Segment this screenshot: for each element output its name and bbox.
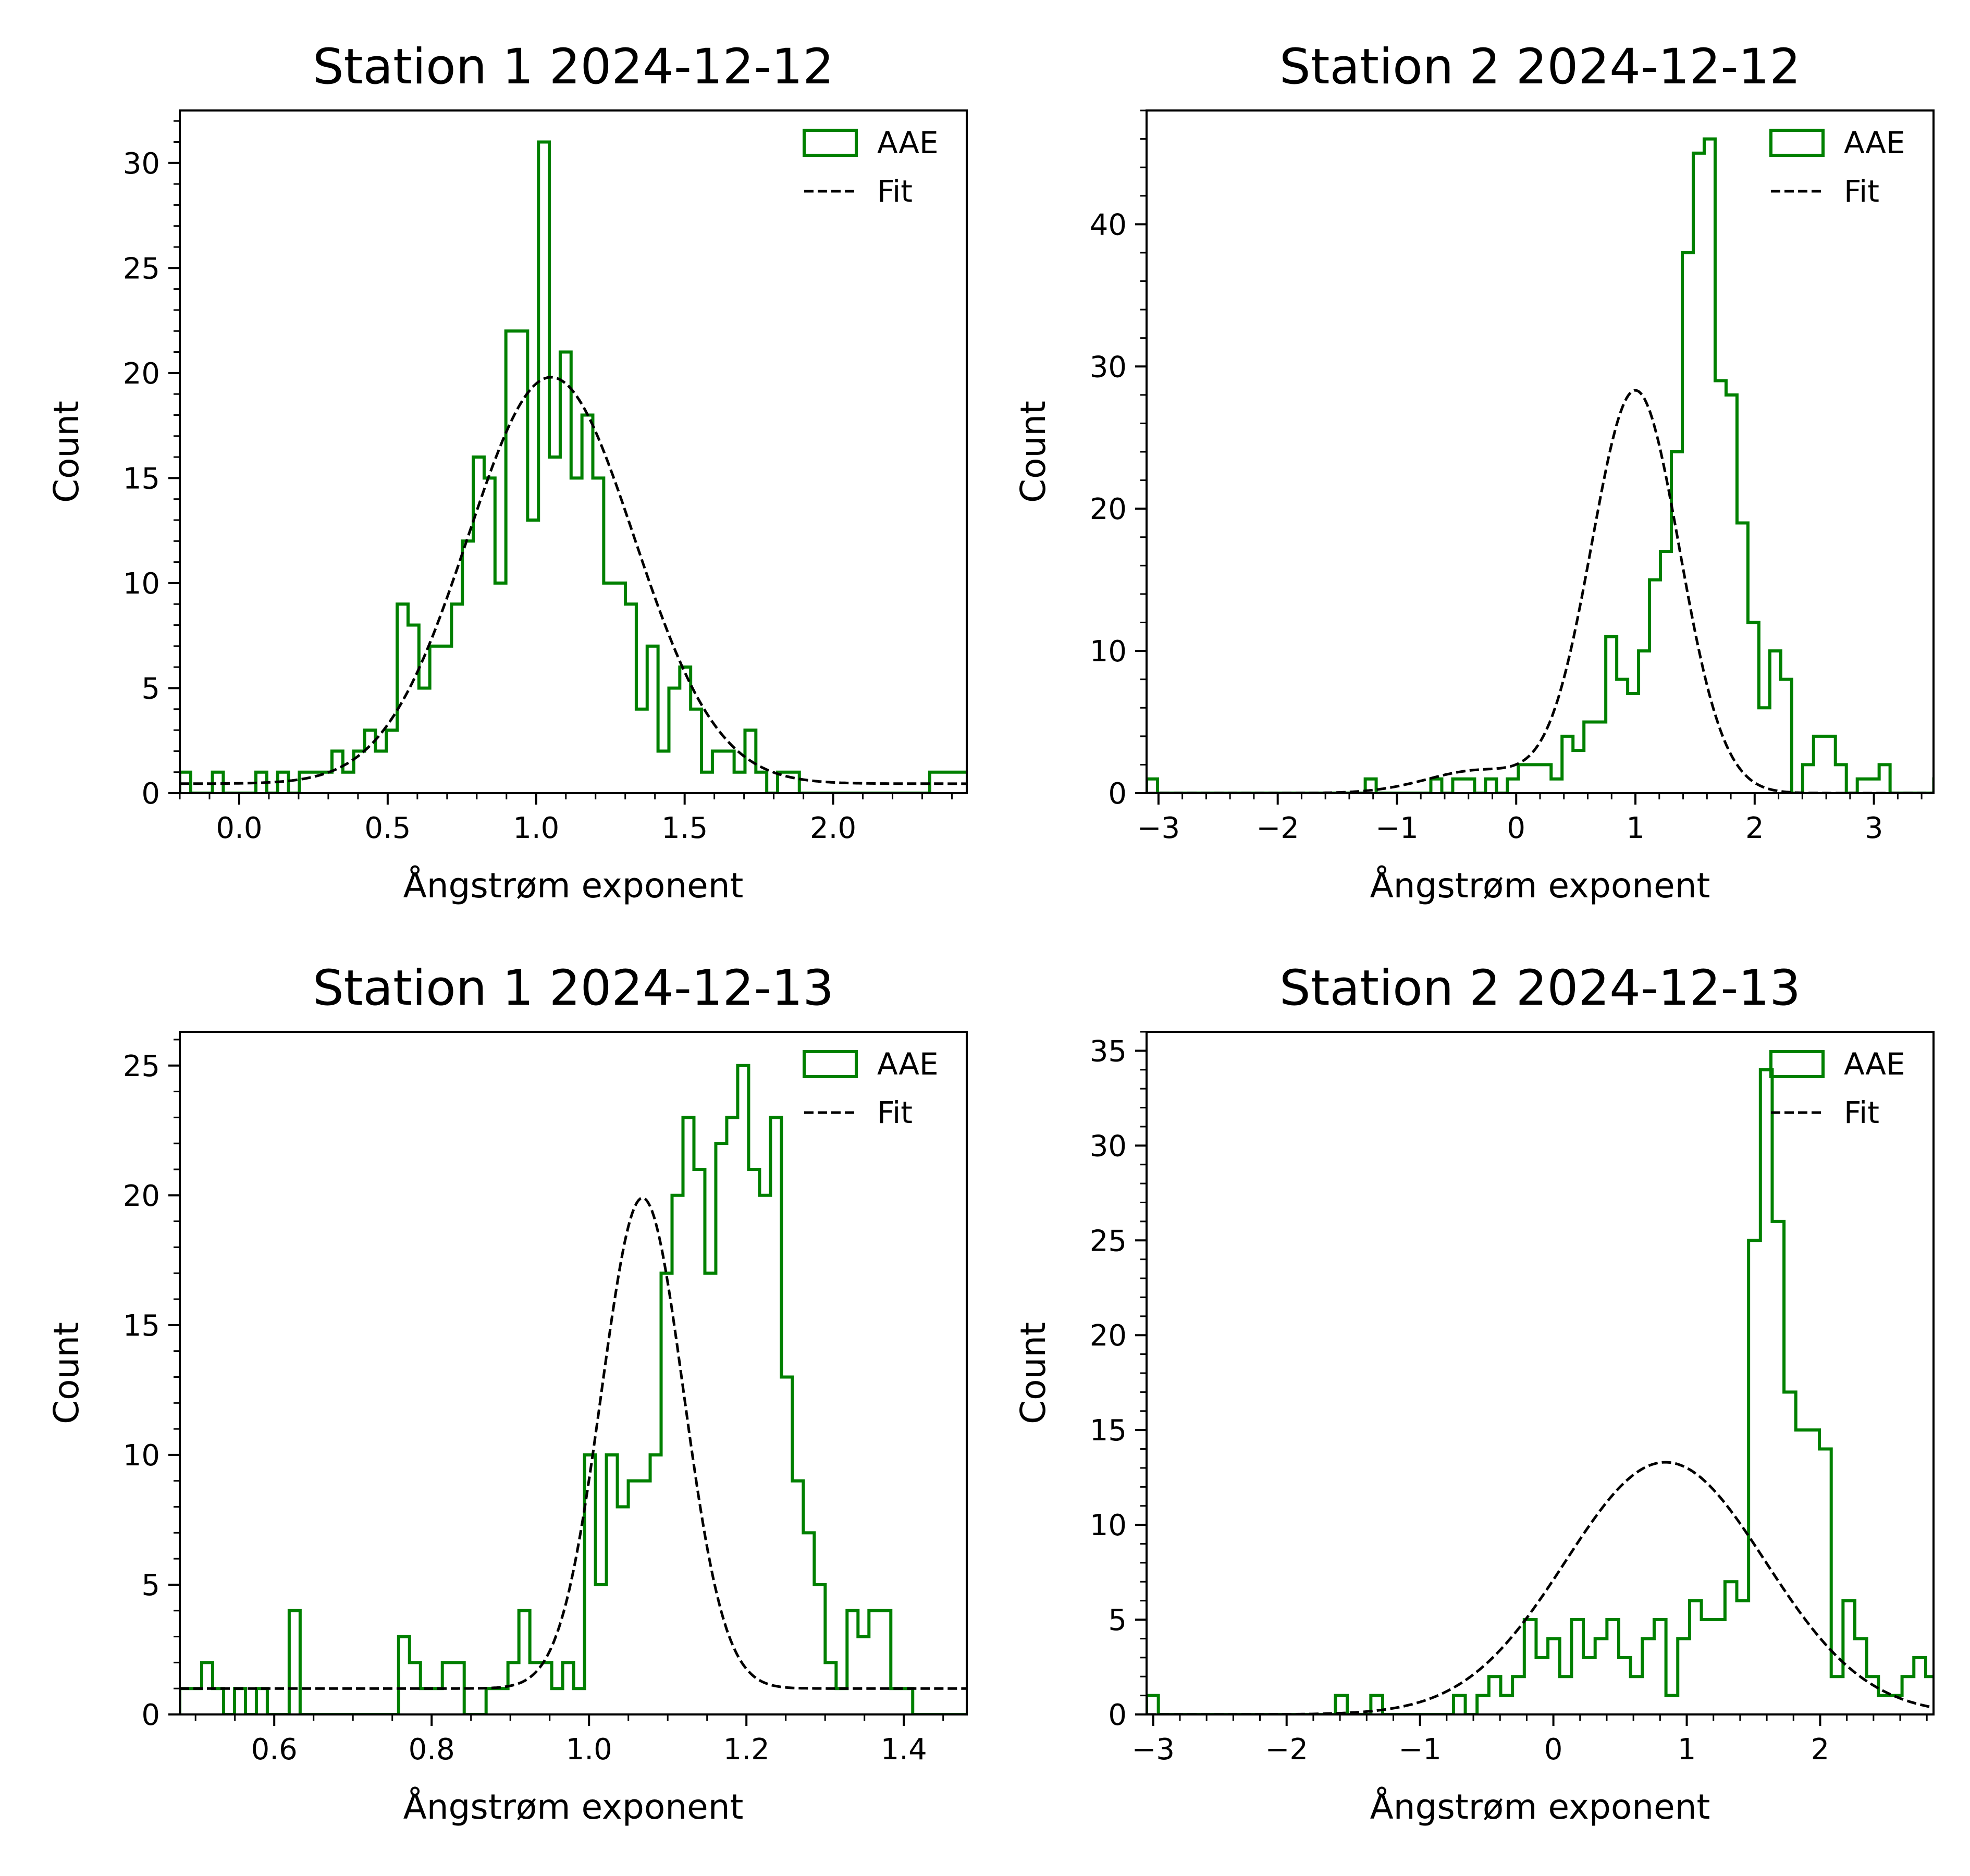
legend-swatch-aae <box>1769 129 1825 157</box>
x-tick-label: 1.4 <box>881 1733 927 1767</box>
y-tick-label: 25 <box>1090 1224 1127 1258</box>
y-tick-label: 5 <box>141 672 160 706</box>
x-tick-label: 2 <box>1811 1733 1830 1767</box>
x-axis-label: Ångstrøm exponent <box>1370 866 1710 906</box>
y-tick-label: 15 <box>123 1309 160 1343</box>
x-tick-label: 1 <box>1678 1733 1696 1767</box>
axes-frame <box>179 109 968 794</box>
y-tick-label: 25 <box>123 1050 160 1083</box>
fit-curve <box>180 1196 967 1690</box>
y-tick-label: 40 <box>1090 208 1127 242</box>
y-tick-label: 15 <box>1090 1414 1127 1448</box>
legend-label-aae: AAE <box>1844 125 1905 161</box>
x-tick-label: 1 <box>1626 811 1645 845</box>
x-tick-label: 1.0 <box>513 811 559 845</box>
y-tick-label: 10 <box>1090 1509 1127 1542</box>
x-axis-label: Ångstrøm exponent <box>403 866 744 906</box>
y-tick-label: 20 <box>1090 492 1127 526</box>
chart-panel-1: 0.0 0.5 1.0 1.5 2.0 0 5 10 15 20 25 30 Station 1 202… <box>46 39 968 906</box>
x-tick-label: 2.0 <box>810 811 856 845</box>
legend: AAE Fit <box>803 125 939 209</box>
legend-label-fit: Fit <box>877 174 913 209</box>
y-axis-label: Count <box>46 401 87 503</box>
y-axis-label: Count <box>1013 401 1053 503</box>
y-tick-label: 25 <box>123 252 160 286</box>
chart-title: Station 1 2024-12-12 <box>313 39 834 95</box>
x-tick-label: −1 <box>1375 811 1419 845</box>
x-axis-label: Ångstrøm exponent <box>1370 1787 1710 1827</box>
legend: AAE Fit <box>1769 125 1905 209</box>
x-tick-label: 0.0 <box>216 811 262 845</box>
legend-label-aae: AAE <box>877 1046 939 1082</box>
y-tick-label: 0 <box>1108 1698 1127 1732</box>
y-tick-label: 30 <box>1090 1129 1127 1163</box>
y-tick-label: 0 <box>141 1698 160 1732</box>
x-tick-label: 0.6 <box>251 1733 298 1767</box>
legend-swatch-aae <box>803 1050 858 1078</box>
y-tick-label: 5 <box>141 1569 160 1602</box>
x-tick-label: −1 <box>1398 1733 1442 1767</box>
legend-swatch-aae <box>803 129 858 157</box>
y-axis-label: Count <box>1013 1322 1053 1424</box>
x-tick-label: −2 <box>1256 811 1299 845</box>
y-tick-label: 0 <box>141 777 160 811</box>
legend-label-fit: Fit <box>1844 1095 1879 1130</box>
y-tick-label: 10 <box>123 1439 160 1473</box>
x-axis-label: Ångstrøm exponent <box>403 1787 744 1827</box>
x-tick-label: 0 <box>1544 1733 1563 1767</box>
legend: AAE Fit <box>1769 1046 1905 1130</box>
x-tick-label: 1.0 <box>566 1733 612 1767</box>
plot-area <box>180 1064 967 1714</box>
plot-area <box>180 140 967 793</box>
chart-panel-3: 0.6 0.8 1.0 1.2 1.4 0 5 10 15 20 25 Station 1 2024-… <box>46 960 968 1827</box>
y-tick-label: 20 <box>123 357 160 391</box>
x-tick-label: −3 <box>1132 1733 1175 1767</box>
y-tick-label: 35 <box>1090 1034 1127 1068</box>
histogram-aae <box>180 140 967 793</box>
chart-title: Station 2 2024-12-12 <box>1279 39 1801 95</box>
legend-label-fit: Fit <box>877 1095 913 1130</box>
x-tick-label: −2 <box>1265 1733 1308 1767</box>
legend-label-aae: AAE <box>1844 1046 1905 1082</box>
legend-swatch-aae <box>1769 1050 1825 1078</box>
histogram-aae <box>1147 137 1934 793</box>
y-tick-label: 15 <box>123 462 160 496</box>
x-tick-label: 1.5 <box>661 811 708 845</box>
y-tick-label: 10 <box>1090 635 1127 669</box>
x-tick-label: 0.8 <box>409 1733 455 1767</box>
chart-title: Station 1 2024-12-13 <box>313 960 834 1017</box>
fit-curve <box>180 376 967 785</box>
y-tick-label: 5 <box>1108 1603 1127 1637</box>
y-tick-label: 20 <box>1090 1319 1127 1353</box>
axes-frame <box>179 1031 968 1715</box>
y-tick-label: 10 <box>123 567 160 601</box>
y-tick-label: 20 <box>123 1179 160 1213</box>
y-tick-label: 30 <box>1090 350 1127 384</box>
x-tick-label: 2 <box>1745 811 1764 845</box>
x-tick-label: −3 <box>1137 811 1180 845</box>
legend-label-fit: Fit <box>1844 174 1879 209</box>
y-tick-label: 0 <box>1108 777 1127 811</box>
histogram-aae <box>180 1064 967 1714</box>
x-tick-label: 1.2 <box>723 1733 770 1767</box>
y-axis-label: Count <box>46 1322 87 1424</box>
histogram-aae <box>1147 1068 1934 1714</box>
y-tick-label: 30 <box>123 147 160 181</box>
legend: AAE Fit <box>803 1046 939 1130</box>
x-tick-label: 0.5 <box>364 811 411 845</box>
x-tick-label: 0 <box>1507 811 1525 845</box>
legend-label-aae: AAE <box>877 125 939 161</box>
x-tick-label: 3 <box>1865 811 1883 845</box>
chart-title: Station 2 2024-12-13 <box>1279 960 1801 1017</box>
